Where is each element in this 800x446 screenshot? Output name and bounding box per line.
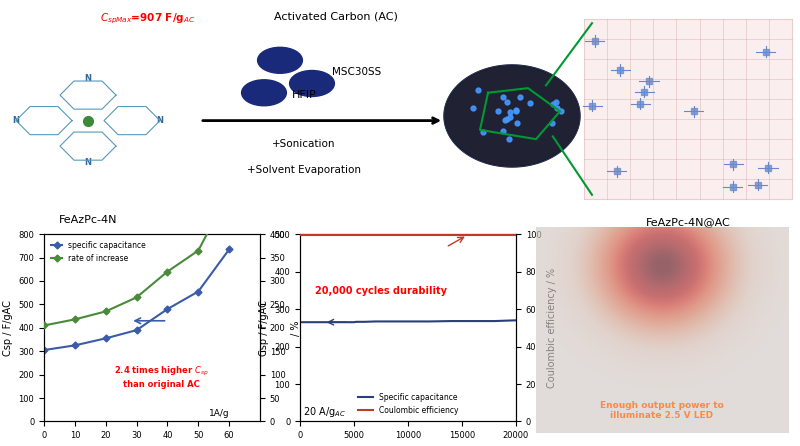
Coulombic efficiency [317, 232, 326, 238]
Text: N: N [13, 116, 19, 125]
Y-axis label: Csp / F/gAC: Csp / F/gAC [3, 300, 13, 356]
Circle shape [258, 47, 302, 73]
Text: N: N [157, 116, 163, 125]
Text: $C_{spMax}$=907 F/g$_{AC}$: $C_{spMax}$=907 F/g$_{AC}$ [100, 11, 196, 25]
Text: 20 A/g$_{AC}$: 20 A/g$_{AC}$ [303, 405, 346, 419]
Line: rate of increase: rate of increase [42, 190, 231, 328]
specific capacitance [162, 306, 172, 312]
Line: Specific capacitance: Specific capacitance [300, 320, 516, 322]
rate of increase [101, 309, 110, 314]
Coulombic efficiency [295, 232, 305, 238]
Polygon shape [444, 65, 580, 167]
Specific capacitance [511, 318, 521, 323]
Legend: specific capacitance, rate of increase: specific capacitance, rate of increase [48, 238, 150, 266]
Specific capacitance [295, 319, 305, 325]
Y-axis label: / %: / % [291, 320, 301, 335]
Coulombic efficiency [349, 232, 358, 238]
Text: N: N [85, 158, 91, 167]
Coulombic efficiency [301, 232, 310, 238]
Coulombic efficiency [403, 232, 413, 238]
Specific capacitance [349, 319, 358, 325]
Specific capacitance [403, 319, 413, 324]
Text: FeAzPc-4N: FeAzPc-4N [58, 215, 118, 225]
specific capacitance [70, 343, 80, 348]
Specific capacitance [351, 319, 361, 325]
Circle shape [290, 70, 334, 96]
Specific capacitance [354, 319, 364, 325]
Line: specific capacitance: specific capacitance [42, 247, 231, 352]
Coulombic efficiency [511, 232, 521, 238]
Coulombic efficiency [446, 232, 456, 238]
Text: FeAzPc-4N@AC: FeAzPc-4N@AC [646, 217, 730, 227]
Polygon shape [584, 19, 792, 199]
rate of increase [39, 323, 49, 328]
Y-axis label: Coulombic efficiency / %: Coulombic efficiency / % [547, 268, 557, 388]
Specific capacitance [468, 318, 478, 324]
specific capacitance [194, 289, 203, 294]
Coulombic efficiency [338, 232, 348, 238]
Specific capacitance [490, 318, 499, 324]
Coulombic efficiency [425, 232, 434, 238]
Text: HFIP: HFIP [292, 90, 316, 100]
rate of increase [162, 269, 172, 274]
Coulombic efficiency [501, 232, 510, 238]
Coulombic efficiency [392, 232, 402, 238]
Coulombic efficiency [351, 232, 361, 238]
Text: Activated Carbon (AC): Activated Carbon (AC) [274, 12, 398, 21]
Coulombic efficiency [360, 232, 370, 238]
Specific capacitance [317, 319, 326, 325]
Circle shape [242, 80, 286, 106]
Text: +Solvent Evaporation: +Solvent Evaporation [247, 165, 361, 175]
Specific capacitance [382, 319, 391, 324]
Text: N: N [85, 74, 91, 83]
Y-axis label: Csp / F/gAC: Csp / F/gAC [259, 300, 269, 356]
specific capacitance [224, 247, 234, 252]
rate of increase [70, 317, 80, 322]
Coulombic efficiency [468, 232, 478, 238]
Text: Enough output power to
illuminate 2.5 V LED: Enough output power to illuminate 2.5 V … [600, 401, 724, 420]
rate of increase [224, 189, 234, 194]
Text: 1A/g: 1A/g [209, 409, 229, 417]
Specific capacitance [501, 318, 510, 323]
specific capacitance [39, 347, 49, 353]
Specific capacitance [446, 318, 456, 324]
Specific capacitance [425, 319, 434, 324]
specific capacitance [101, 336, 110, 341]
Coulombic efficiency [371, 232, 381, 238]
Text: MSC30SS: MSC30SS [332, 67, 382, 77]
rate of increase [194, 248, 203, 253]
Text: 2.4 times higher $C_{sp}$
than original AC: 2.4 times higher $C_{sp}$ than original … [114, 365, 209, 389]
Text: 20,000 cycles durability: 20,000 cycles durability [315, 286, 447, 296]
Specific capacitance [371, 319, 381, 324]
Specific capacitance [328, 319, 338, 325]
specific capacitance [132, 327, 142, 333]
Coulombic efficiency [490, 232, 499, 238]
Specific capacitance [306, 319, 315, 325]
rate of increase [132, 295, 142, 300]
Specific capacitance [392, 319, 402, 324]
Text: +Sonication: +Sonication [272, 139, 336, 149]
Coulombic efficiency [306, 232, 315, 238]
Specific capacitance [301, 319, 310, 325]
Coulombic efficiency [328, 232, 338, 238]
Legend: Specific capacitance, Coulombic efficiency: Specific capacitance, Coulombic efficien… [354, 390, 462, 417]
Specific capacitance [338, 319, 348, 325]
Coulombic efficiency [354, 232, 364, 238]
Coulombic efficiency [382, 232, 391, 238]
Specific capacitance [360, 319, 370, 325]
